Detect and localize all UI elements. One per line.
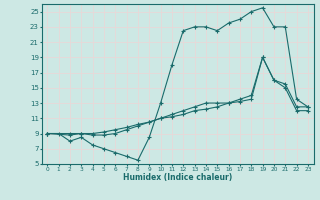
X-axis label: Humidex (Indice chaleur): Humidex (Indice chaleur) <box>123 173 232 182</box>
